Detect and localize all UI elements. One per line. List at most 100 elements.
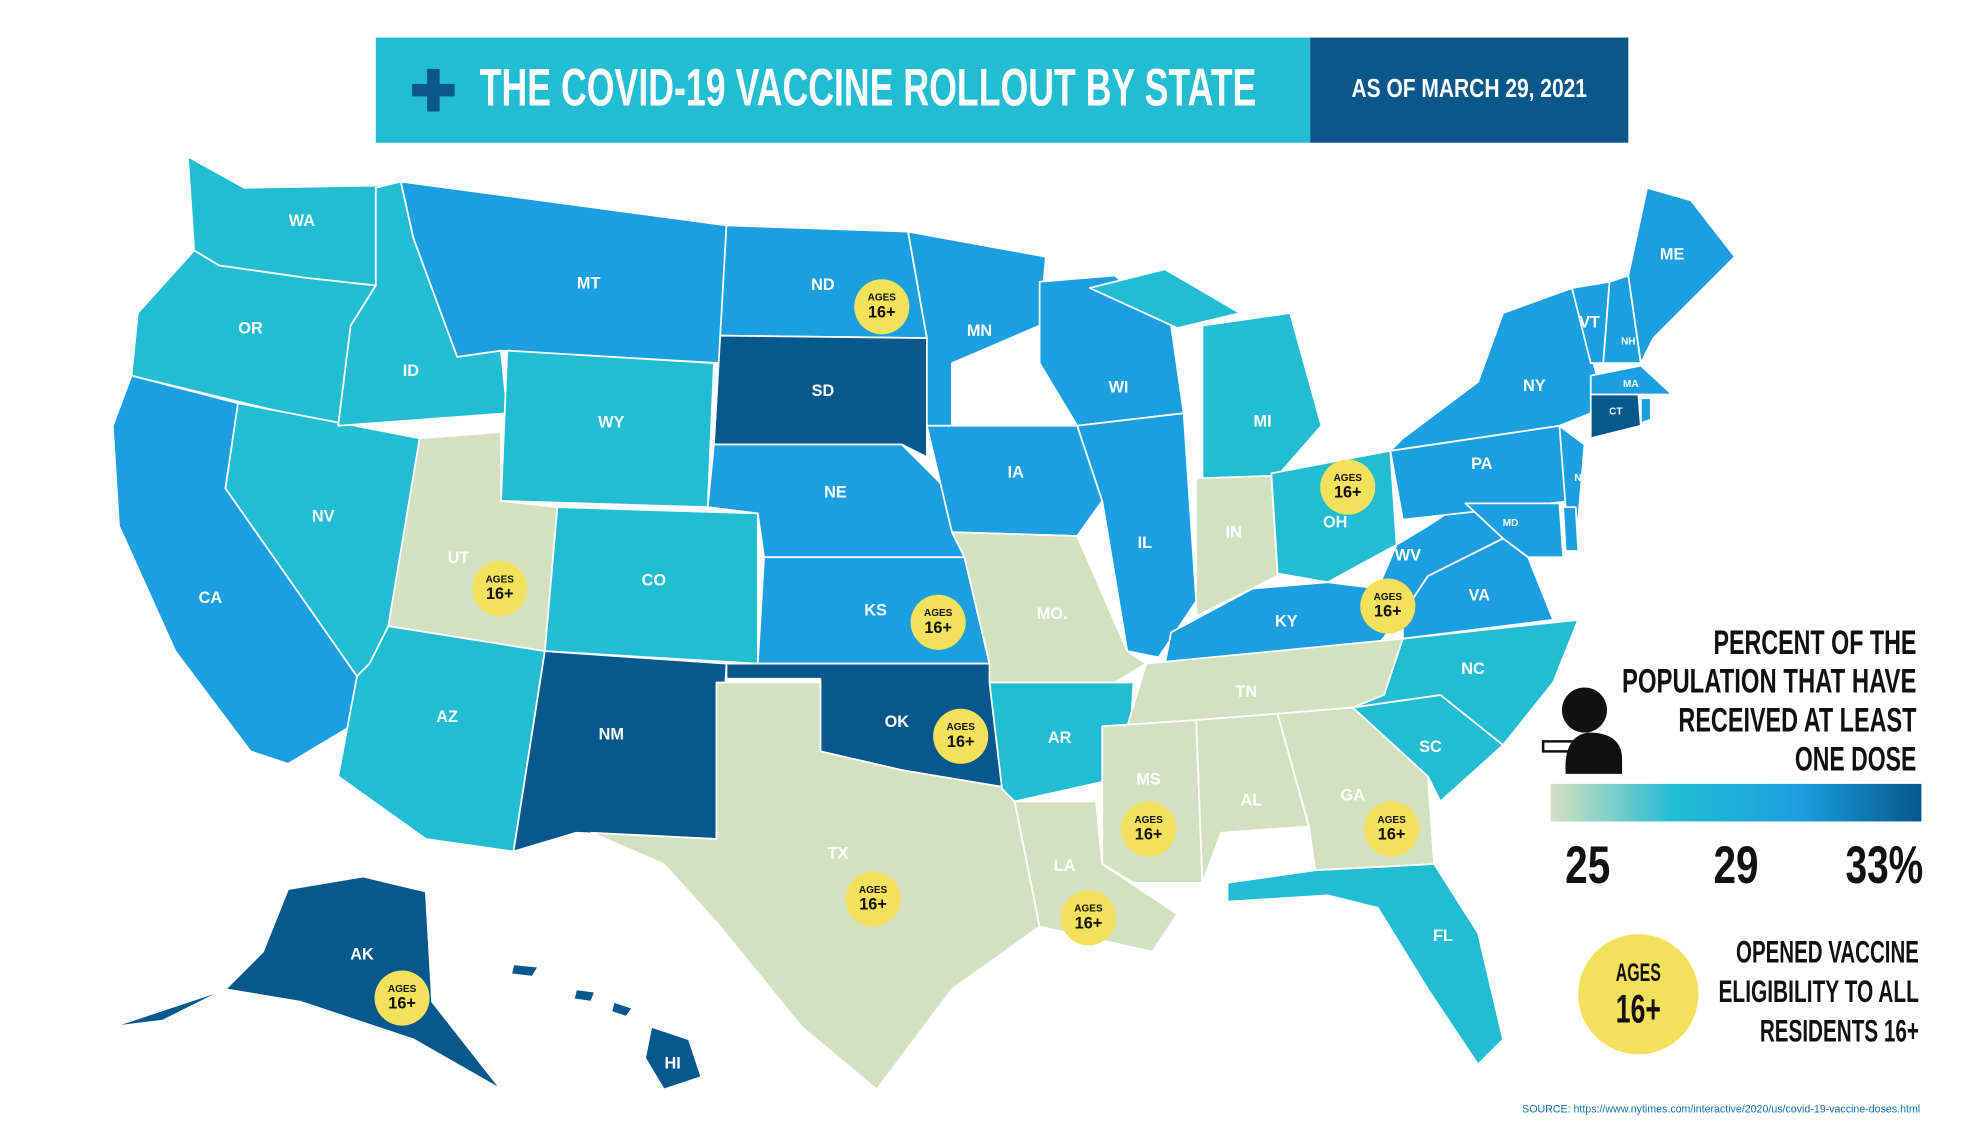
state-label: CO <box>642 571 666 589</box>
badge-text: AGES <box>924 608 953 619</box>
source: SOURCE: https://www.nytimes.com/interact… <box>1522 1103 1920 1115</box>
badge-text: AGES <box>947 722 976 733</box>
badge-text: AGES <box>1374 592 1403 603</box>
badge-text: AGES <box>868 293 897 304</box>
state-label: FL <box>1433 927 1453 945</box>
badge-text: 16+ <box>1374 603 1402 621</box>
header-band <box>375 37 1311 143</box>
state-label: WI <box>1109 378 1129 396</box>
badge-text: AGES <box>859 885 888 896</box>
state-label: NV <box>312 507 335 525</box>
state <box>1627 186 1736 365</box>
badge-text: 16+ <box>388 995 416 1013</box>
state <box>1226 863 1504 1066</box>
eligibility-badge <box>1060 890 1117 946</box>
state-label: MI <box>1254 412 1272 430</box>
eligibility-badge <box>854 279 910 335</box>
state-label: NM <box>599 725 624 743</box>
state <box>399 180 728 365</box>
state <box>1201 312 1323 480</box>
eligibility-badge <box>910 594 966 650</box>
eligibility-badge <box>1364 801 1420 857</box>
eligibility-note: RESIDENTS 16+ <box>1760 1013 1919 1048</box>
state <box>512 650 728 853</box>
legend-badge-text: 16+ <box>1616 987 1661 1031</box>
eligibility-badge <box>1121 801 1177 857</box>
state-label: NH <box>1621 336 1635 347</box>
state-label: MT <box>577 275 601 293</box>
state-label: VA <box>1469 586 1491 604</box>
eligibility-note: OPENED VACCINE <box>1736 934 1919 969</box>
state <box>1013 800 1179 953</box>
state <box>713 334 928 458</box>
badge-text: 16+ <box>1378 826 1406 844</box>
state-label: IA <box>1008 464 1025 482</box>
state <box>907 230 1047 427</box>
state-label: CA <box>199 589 223 607</box>
eligibility-badge <box>845 871 901 927</box>
state-label: MS <box>1136 770 1161 788</box>
state-label: OH <box>1323 514 1347 532</box>
state <box>224 875 502 1091</box>
state-label: MN <box>967 322 992 340</box>
plus-icon <box>427 68 440 112</box>
state <box>1589 364 1674 396</box>
state <box>1562 506 1580 552</box>
state <box>1088 268 1241 329</box>
state-label: MA <box>1623 379 1639 390</box>
legend-title: ONE DOSE <box>1795 740 1916 778</box>
badge-text: AGES <box>486 574 515 585</box>
states: WAORCANVIDMTWYUTAGES16+COAZNMNDAGES16+SD… <box>111 155 1736 1091</box>
state <box>1589 393 1642 440</box>
state <box>1464 502 1565 559</box>
state-label: WY <box>598 414 624 432</box>
state-label: IN <box>1226 524 1242 542</box>
badge-text: AGES <box>1074 904 1103 915</box>
state <box>1195 712 1310 884</box>
state-label: NY <box>1523 377 1546 395</box>
badge-text: 16+ <box>947 733 975 751</box>
eligibility-badge <box>1360 578 1416 634</box>
state-label: LA <box>1054 857 1076 875</box>
badge-text: AGES <box>388 984 417 995</box>
syringe-icon <box>1541 740 1577 753</box>
badge-text: 16+ <box>1135 826 1163 844</box>
state-label: GA <box>1341 787 1366 805</box>
state-label: KY <box>1275 613 1298 631</box>
state-label: UT <box>448 549 470 567</box>
badge-text: 16+ <box>486 585 514 603</box>
state-label: WA <box>289 212 315 230</box>
badge-text: AGES <box>1334 473 1363 484</box>
state-label: WV <box>1395 546 1421 564</box>
state <box>111 988 227 1028</box>
badge-text: 16+ <box>868 303 896 321</box>
state <box>1558 424 1586 521</box>
date: AS OF MARCH 29, 2021 <box>1352 73 1587 103</box>
eligibility-badge <box>472 560 528 617</box>
state-label: TN <box>1235 683 1257 701</box>
state <box>572 988 596 1003</box>
badge-text: AGES <box>1377 815 1406 826</box>
state-label: MO. <box>1037 605 1068 623</box>
tick-label: 25 <box>1565 836 1610 895</box>
state-label: AK <box>350 946 374 964</box>
legend-badge-text: AGES <box>1616 959 1661 987</box>
state-label: HI <box>664 1055 680 1073</box>
state-label: TX <box>828 844 849 862</box>
state <box>610 1000 634 1018</box>
person-icon <box>1565 732 1623 774</box>
state-label: OK <box>885 713 910 731</box>
state-label: NC <box>1461 660 1485 678</box>
state <box>510 963 540 978</box>
state-label: CT <box>1609 407 1622 418</box>
tick-label: 33% <box>1846 836 1924 895</box>
state <box>1076 412 1198 659</box>
eligibility-note: ELIGIBILITY TO ALL <box>1718 974 1918 1009</box>
state-label: VT <box>1579 313 1600 331</box>
person-icon <box>1561 687 1608 733</box>
eligibility-badge <box>933 708 989 764</box>
eligibility-badge <box>1320 459 1376 515</box>
state-label: AL <box>1240 792 1262 810</box>
legend-title: RECEIVED AT LEAST <box>1678 701 1916 739</box>
